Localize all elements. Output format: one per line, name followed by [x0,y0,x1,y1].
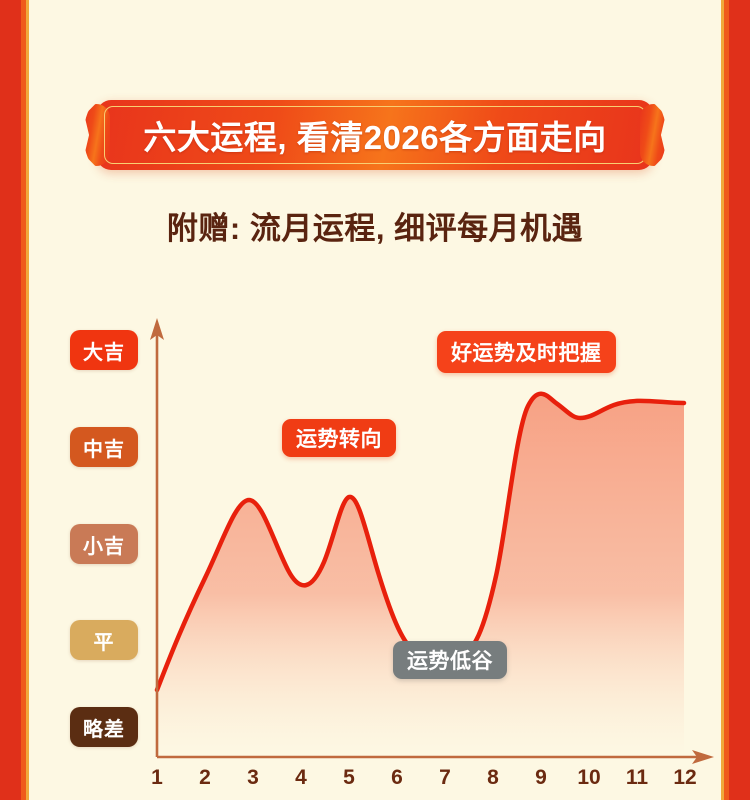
x-tick-4: 4 [295,766,307,789]
y-axis-label-daji: 大吉 [70,330,138,370]
y-axis-label-zhongji-text: 中吉 [83,438,125,461]
x-tick-12: 12 [673,766,697,789]
x-tick-1: 1 [151,766,163,789]
headline-banner: 六大运程, 看清2026各方面走向 [97,100,653,170]
headline-banner-wrap: 六大运程, 看清2026各方面走向 [0,100,750,170]
y-axis-label-daji-text: 大吉 [83,341,125,364]
x-tick-11: 11 [625,766,649,789]
y-axis-label-ping: 平 [70,620,138,660]
annotation-turning-point-text: 运势转向 [296,428,382,451]
y-axis-arrow-icon [150,318,164,340]
x-tick-8: 8 [487,766,499,789]
y-axis-label-xiaoji-text: 小吉 [83,535,125,558]
x-tick-9: 9 [535,766,547,789]
x-tick-5: 5 [343,766,355,789]
x-tick-6: 6 [391,766,403,789]
x-tick-2: 2 [199,766,211,789]
annotation-turning-point: 运势转向 [282,419,396,457]
y-axis-label-zhongji: 中吉 [70,427,138,467]
y-axis-label-luecha: 略差 [70,707,138,747]
right-border-band [720,0,750,800]
annotation-peak: 好运势及时把握 [437,331,616,373]
subtitle-text: 附赠: 流月运程, 细评每月机遇 [166,211,584,246]
y-axis-label-xiaoji: 小吉 [70,524,138,564]
annotation-peak-text: 好运势及时把握 [451,342,602,365]
y-axis-label-ping-text: 平 [93,631,115,654]
headline-text: 六大运程, 看清2026各方面走向 [143,119,607,156]
annotation-low-point: 运势低谷 [393,641,507,679]
annotation-low-point-text: 运势低谷 [407,650,493,673]
chart-area-fill [157,393,684,757]
y-axis-label-luecha-text: 略差 [83,718,125,741]
x-tick-3: 3 [247,766,259,789]
left-border-band [0,0,30,800]
x-axis-arrow-icon [692,750,714,764]
x-tick-7: 7 [439,766,451,789]
x-tick-10: 10 [577,766,601,789]
